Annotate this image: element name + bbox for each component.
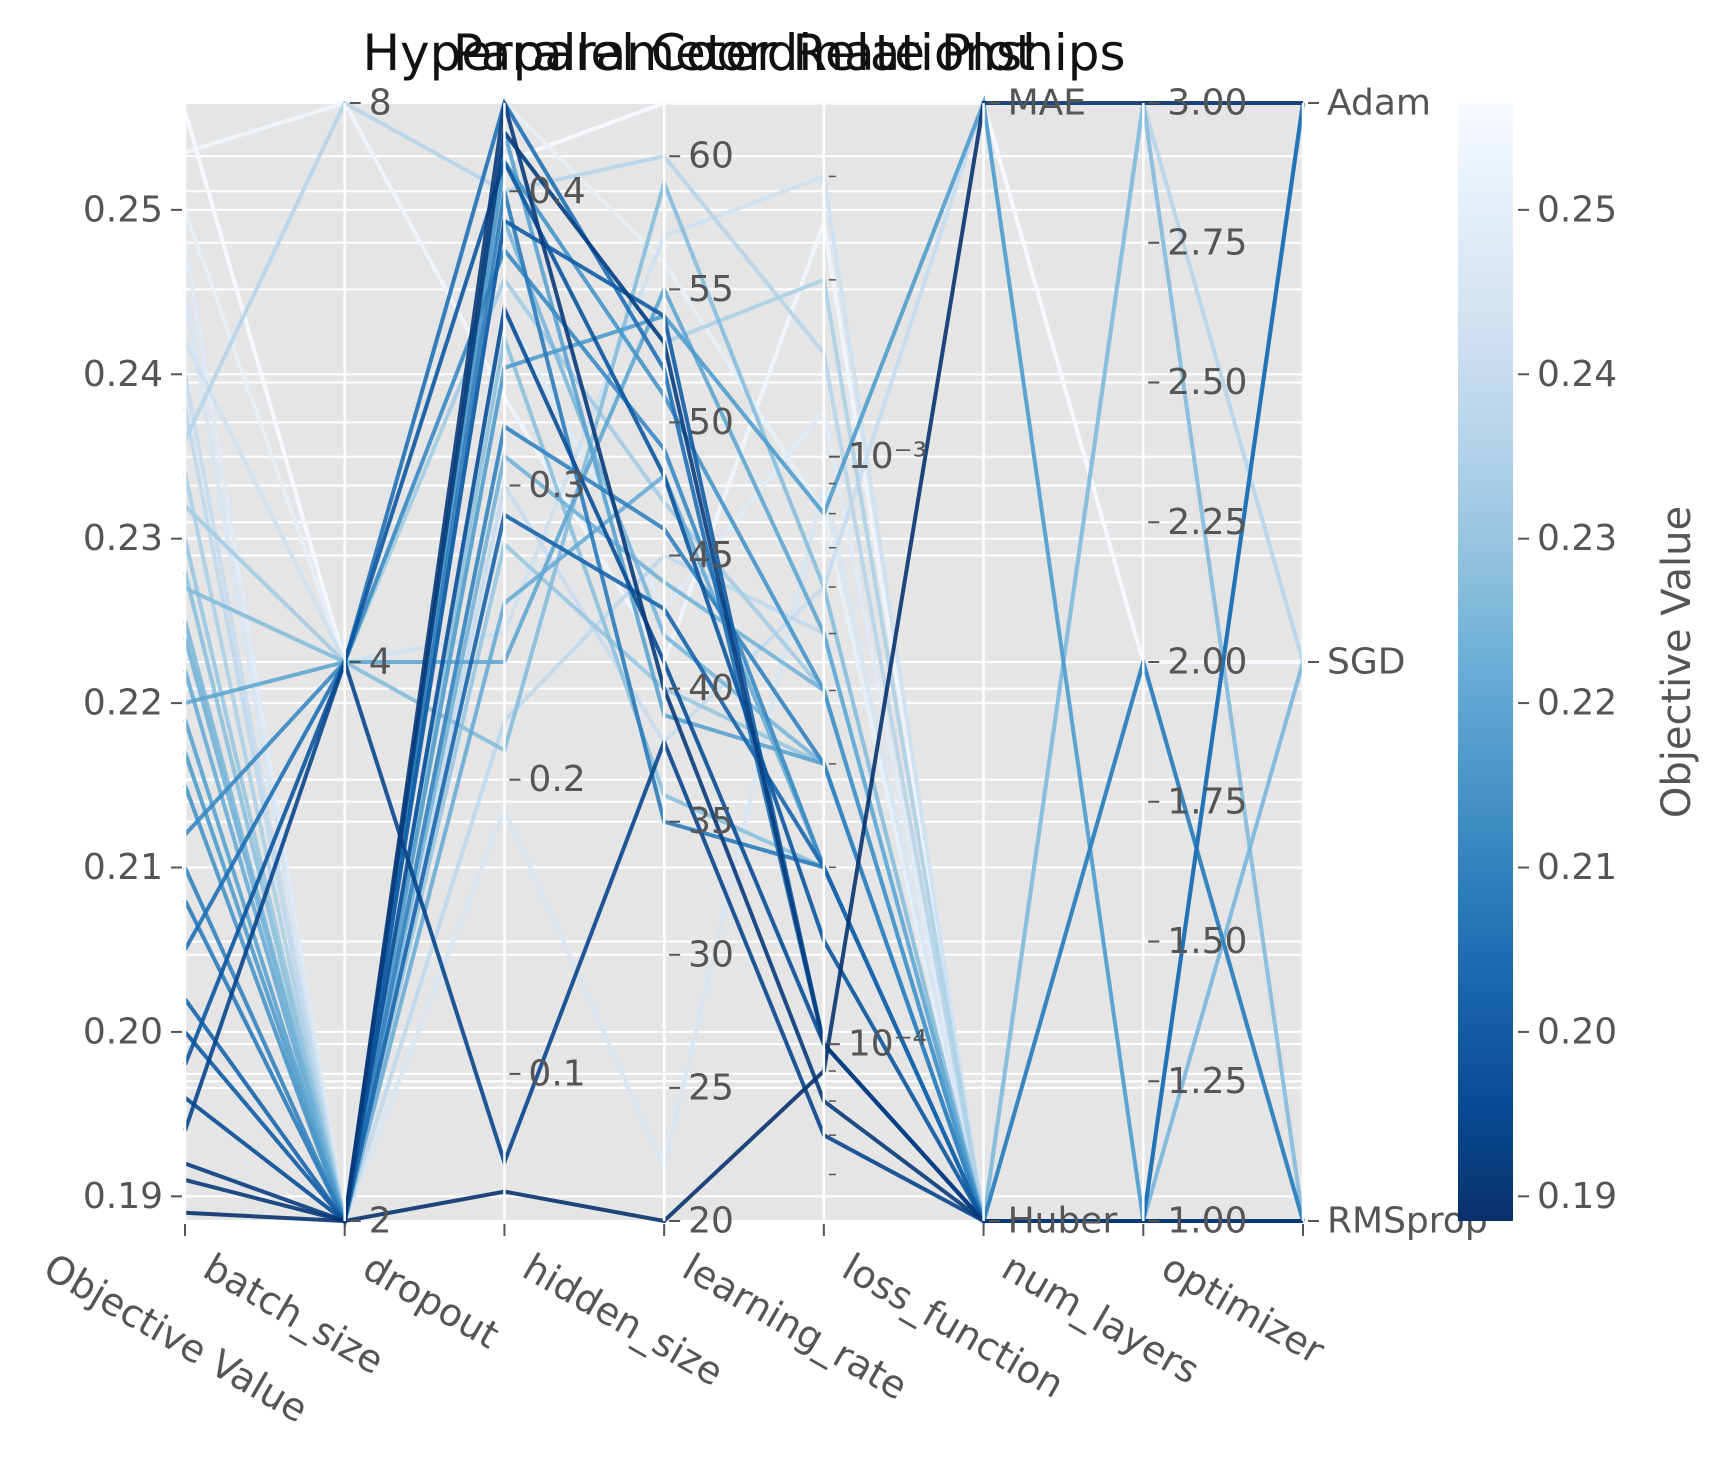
tick-label-num_layers-6: 2.50: [1167, 362, 1247, 403]
tick-label-dropout-1: 0.2: [528, 759, 585, 800]
colorbar-tick-label-3: 0.22: [1537, 683, 1617, 724]
tick-label-optimizer-1: SGD: [1327, 642, 1405, 683]
trial-line-32: [184, 101, 1303, 1224]
tick-label-Objective Value-5: 0.24: [83, 354, 163, 395]
tick-label-Objective Value-0: 0.19: [83, 1176, 163, 1217]
colorbar-tick-label-0: 0.19: [1537, 1176, 1617, 1217]
axis-label-Objective Value: Objective Value: [37, 1245, 316, 1431]
tick-label-batch_size-0: 2: [369, 1201, 392, 1242]
tick-label-hidden_size-8: 60: [688, 136, 734, 177]
tick-label-loss_function-1: MAE: [1008, 83, 1086, 124]
tick-label-Objective Value-6: 0.25: [83, 189, 163, 230]
tick-label-num_layers-7: 2.75: [1167, 222, 1247, 263]
tick-label-num_layers-3: 1.75: [1167, 781, 1247, 822]
tick-label-loss_function-0: Huber: [1008, 1201, 1118, 1242]
tick-label-batch_size-2: 8: [369, 83, 392, 124]
colorbar-tick-label-6: 0.25: [1537, 189, 1617, 230]
colorbar-tick-label-5: 0.24: [1537, 354, 1617, 395]
tick-label-learning_rate-1: 10⁻³: [848, 436, 927, 477]
colorbar-tick-label-1: 0.20: [1537, 1011, 1617, 1052]
colorbar-tick-label-2: 0.21: [1537, 847, 1617, 888]
tick-label-dropout-0: 0.1: [528, 1053, 585, 1094]
trial-line-13: [184, 102, 1305, 1222]
trial-line-31: [184, 102, 1303, 1224]
tick-label-Objective Value-2: 0.21: [83, 847, 163, 888]
chart-title-1: Hyperparameter Relationships: [362, 24, 1125, 82]
tick-label-num_layers-5: 2.25: [1167, 502, 1247, 543]
tick-label-Objective Value-3: 0.22: [83, 683, 163, 724]
tick-label-num_layers-2: 1.50: [1167, 921, 1247, 962]
tick-label-hidden_size-4: 40: [688, 668, 734, 709]
colorbar-tick-label-4: 0.23: [1537, 518, 1617, 559]
tick-label-num_layers-4: 2.00: [1167, 642, 1247, 683]
tick-label-Objective Value-4: 0.23: [83, 518, 163, 559]
chart-title-0: Parallel Coordinate Plot: [453, 24, 1035, 82]
colorbar-gradient: [1458, 103, 1513, 1221]
tick-label-hidden_size-7: 55: [688, 269, 734, 310]
tick-label-hidden_size-6: 50: [688, 402, 734, 443]
data-lines: [183, 95, 1305, 1229]
tick-label-hidden_size-2: 30: [688, 934, 734, 975]
tick-label-dropout-3: 0.4: [528, 171, 585, 212]
tick-label-dropout-2: 0.3: [528, 465, 585, 506]
tick-label-hidden_size-0: 20: [688, 1201, 734, 1242]
tick-label-num_layers-8: 3.00: [1167, 83, 1247, 124]
tick-label-hidden_size-3: 35: [688, 801, 734, 842]
tick-label-hidden_size-5: 45: [688, 535, 734, 576]
colorbar: 0.19 0.20 0.21 0.22 0.23 0.24 0.25 Objective Va…: [1458, 103, 1700, 1221]
tick-label-num_layers-0: 1.00: [1167, 1201, 1247, 1242]
tick-label-learning_rate-0: 10⁻⁴: [848, 1024, 927, 1065]
tick-label-optimizer-2: Adam: [1327, 83, 1431, 124]
trial-line-22: [183, 423, 1305, 1228]
tick-label-Objective Value-1: 0.20: [83, 1011, 163, 1052]
colorbar-label: Objective Value: [1654, 506, 1700, 818]
tick-label-hidden_size-1: 25: [688, 1067, 734, 1108]
tick-label-num_layers-1: 1.25: [1167, 1061, 1247, 1102]
tick-label-batch_size-1: 4: [369, 642, 392, 683]
